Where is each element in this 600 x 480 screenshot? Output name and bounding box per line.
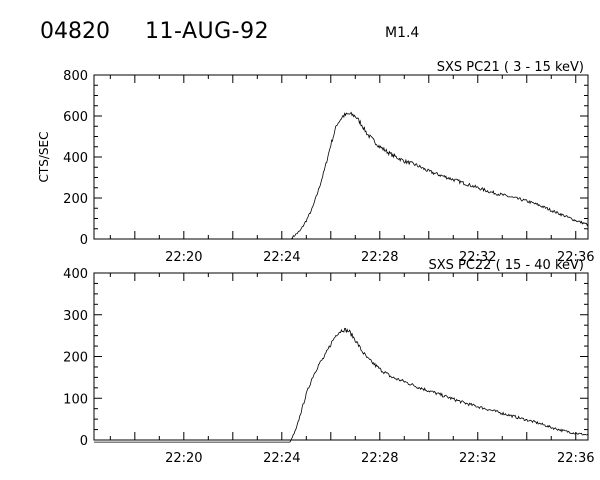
y-axis-label: CTS/SEC (37, 132, 51, 183)
x-tick-label: 22:28 (361, 250, 398, 265)
plot-frame (93, 74, 589, 240)
flare-class: M1.4 (385, 25, 419, 41)
panel-pc22: SXS PC22 ( 15 - 40 keV) 0 100 200 300 400 22:2… (63, 258, 594, 466)
x-tick-label: 22:24 (263, 451, 300, 466)
y-tick-label: 0 (80, 434, 88, 449)
y-tick-label: 200 (63, 351, 88, 366)
y-tick-label: 800 (63, 69, 88, 84)
x-tick-label: 22:20 (165, 451, 202, 466)
x-tick-label: 22:36 (557, 250, 594, 265)
x-tick-label: 22:32 (459, 250, 496, 265)
panel-title: SXS PC21 ( 3 - 15 keV) (437, 60, 584, 75)
panel-pc21: SXS PC21 ( 3 - 15 keV) CTS/SEC 0 200 400 600 8… (37, 60, 594, 265)
event-id: 04820 (40, 19, 110, 44)
x-tick-label: 22:32 (459, 451, 496, 466)
x-tick-label: 22:28 (361, 451, 398, 466)
y-tick-label: 400 (63, 151, 88, 166)
x-tick-label: 22:24 (263, 250, 300, 265)
y-tick-label: 0 (80, 233, 88, 248)
y-tick-label: 200 (63, 192, 88, 207)
x-tick-label: 22:20 (165, 250, 202, 265)
y-tick-label: 300 (63, 309, 88, 324)
count-rate-line (94, 327, 589, 443)
event-date: 11-AUG-92 (145, 19, 269, 44)
y-tick-label: 400 (63, 267, 88, 282)
count-rate-line (291, 111, 589, 239)
x-tick-label: 22:36 (557, 451, 594, 466)
y-tick-label: 600 (63, 110, 88, 125)
panel-title: SXS PC22 ( 15 - 40 keV) (428, 258, 584, 273)
y-tick-label: 100 (63, 392, 88, 407)
